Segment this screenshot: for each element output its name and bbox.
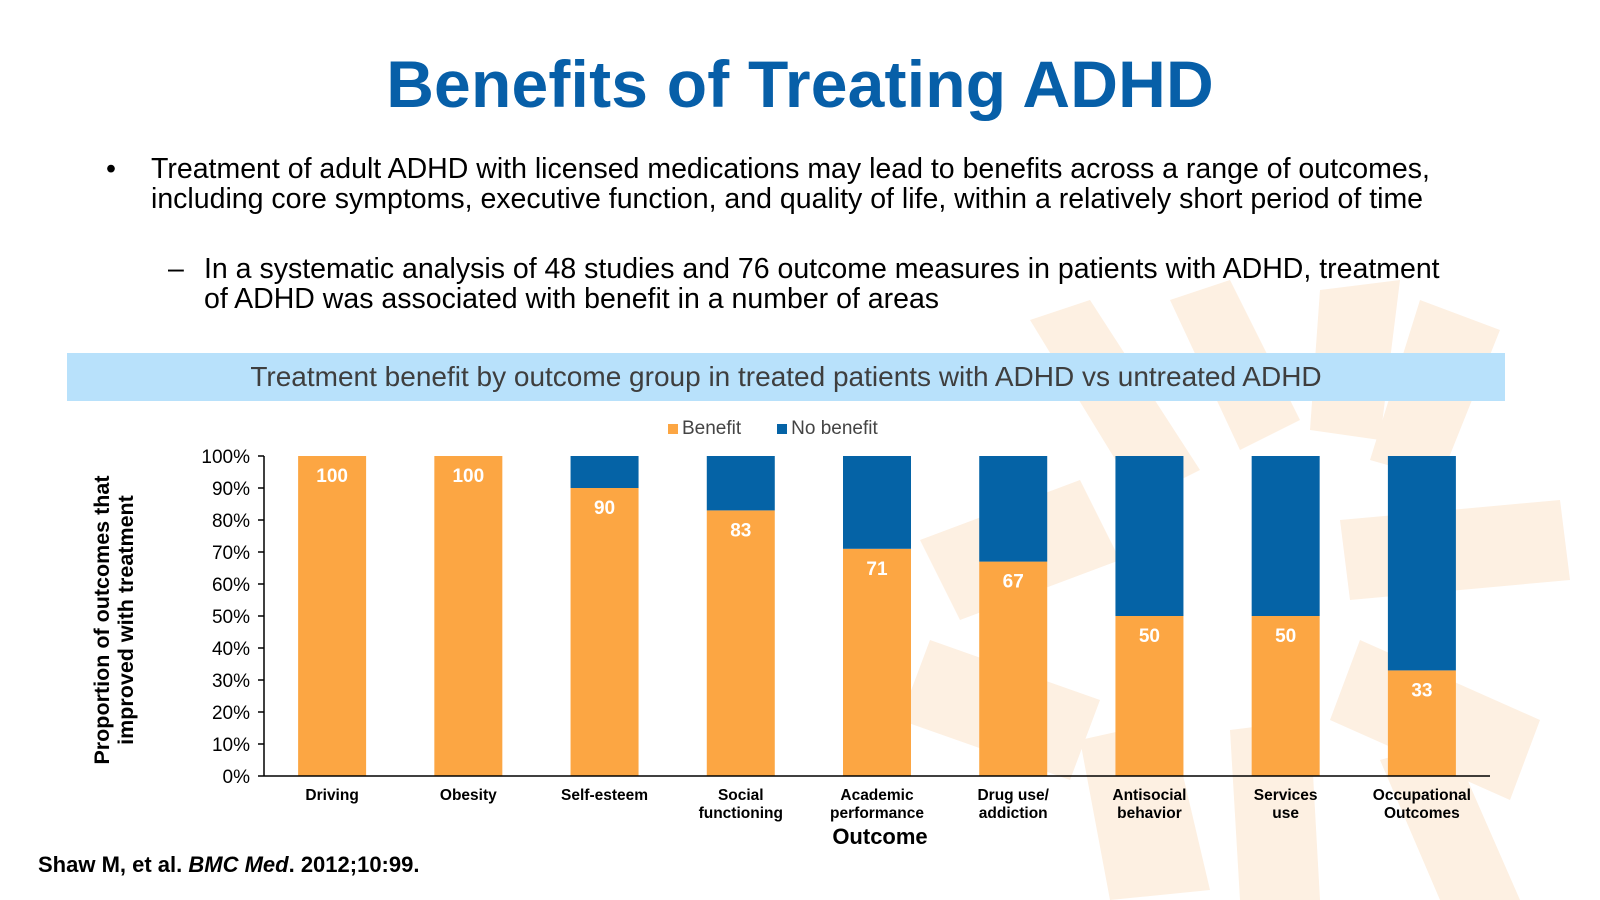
bar-benefit xyxy=(570,488,639,776)
data-label: 100 xyxy=(452,466,484,487)
category-label: functioning xyxy=(699,805,783,822)
data-label: 90 xyxy=(594,498,615,519)
bar-no-benefit xyxy=(1387,456,1456,671)
sub-bullet-marker: – xyxy=(168,253,184,285)
category-label: Drug use/ xyxy=(977,787,1049,804)
bar-no-benefit xyxy=(1251,456,1320,616)
legend-swatch-benefit xyxy=(668,424,678,434)
y-tick-label: 50% xyxy=(212,607,250,628)
category-label: Self-esteem xyxy=(561,787,648,804)
category-label: Services xyxy=(1254,787,1318,804)
category-label: Obesity xyxy=(440,787,497,804)
y-tick-label: 10% xyxy=(212,735,250,756)
citation-authors: Shaw M, et al. xyxy=(38,852,189,877)
category-label: Antisocial xyxy=(1112,787,1186,804)
category-label: use xyxy=(1272,805,1299,822)
y-tick-label: 60% xyxy=(212,575,250,596)
citation-rest: . 2012;10:99. xyxy=(288,852,420,877)
data-label: 50 xyxy=(1275,626,1296,647)
y-axis-title: Proportion of outcomes that improved wit… xyxy=(90,475,138,765)
category-label: Driving xyxy=(305,787,358,804)
sub-bullet-text: In a systematic analysis of 48 studies a… xyxy=(204,253,1440,315)
bar-no-benefit xyxy=(843,456,911,549)
y-tick-label: 100% xyxy=(201,447,250,468)
y-tick-label: 0% xyxy=(223,767,251,788)
data-label: 50 xyxy=(1139,626,1160,647)
category-label: Outcomes xyxy=(1384,805,1460,822)
slide-title: Benefits of Treating ADHD xyxy=(386,47,1214,121)
bullet-text: Treatment of adult ADHD with licensed me… xyxy=(151,153,1430,215)
y-tick-label: 70% xyxy=(212,543,250,564)
bar-benefit xyxy=(434,456,503,776)
legend-label-no-benefit: No benefit xyxy=(791,418,878,439)
bar-no-benefit xyxy=(570,456,639,488)
category-label: addiction xyxy=(979,805,1048,822)
legend-item-benefit: Benefit xyxy=(668,418,741,440)
bar-benefit xyxy=(1115,616,1184,776)
bar-benefit xyxy=(979,561,1048,776)
legend-label-benefit: Benefit xyxy=(682,418,742,439)
y-tick-label: 80% xyxy=(212,511,250,532)
chart-legend: Benefit No benefit xyxy=(668,418,878,440)
bar-benefit xyxy=(1251,616,1320,776)
data-label: 100 xyxy=(316,466,348,487)
category-label: Occupational xyxy=(1373,787,1471,804)
y-tick-label: 40% xyxy=(212,639,250,660)
bullet-marker: • xyxy=(106,153,116,185)
chart-banner-title: Treatment benefit by outcome group in tr… xyxy=(67,353,1505,401)
category-label: Social xyxy=(718,787,764,804)
legend-swatch-no-benefit xyxy=(777,424,788,434)
legend-item-no-benefit: No benefit xyxy=(777,418,878,440)
x-axis-title: Outcome xyxy=(832,824,928,849)
category-label: performance xyxy=(830,805,924,822)
citation: Shaw M, et al. BMC Med. 2012;10:99. xyxy=(38,852,419,878)
data-label: 83 xyxy=(730,520,751,541)
data-label: 33 xyxy=(1411,680,1432,701)
category-label: behavior xyxy=(1117,805,1182,822)
data-label: 71 xyxy=(866,559,888,580)
y-tick-label: 30% xyxy=(212,671,250,692)
y-tick-label: 90% xyxy=(212,479,250,500)
category-label: Academic xyxy=(840,787,914,804)
y-tick-label: 20% xyxy=(212,703,250,724)
bar-no-benefit xyxy=(1115,456,1184,616)
citation-journal: BMC Med xyxy=(188,852,289,877)
bar-benefit xyxy=(706,510,775,776)
bar-benefit xyxy=(843,548,911,776)
bar-benefit xyxy=(298,456,367,776)
bar-benefit xyxy=(1387,670,1456,776)
bar-no-benefit xyxy=(979,456,1048,562)
data-label: 67 xyxy=(1003,572,1024,593)
bar-no-benefit xyxy=(706,456,775,511)
